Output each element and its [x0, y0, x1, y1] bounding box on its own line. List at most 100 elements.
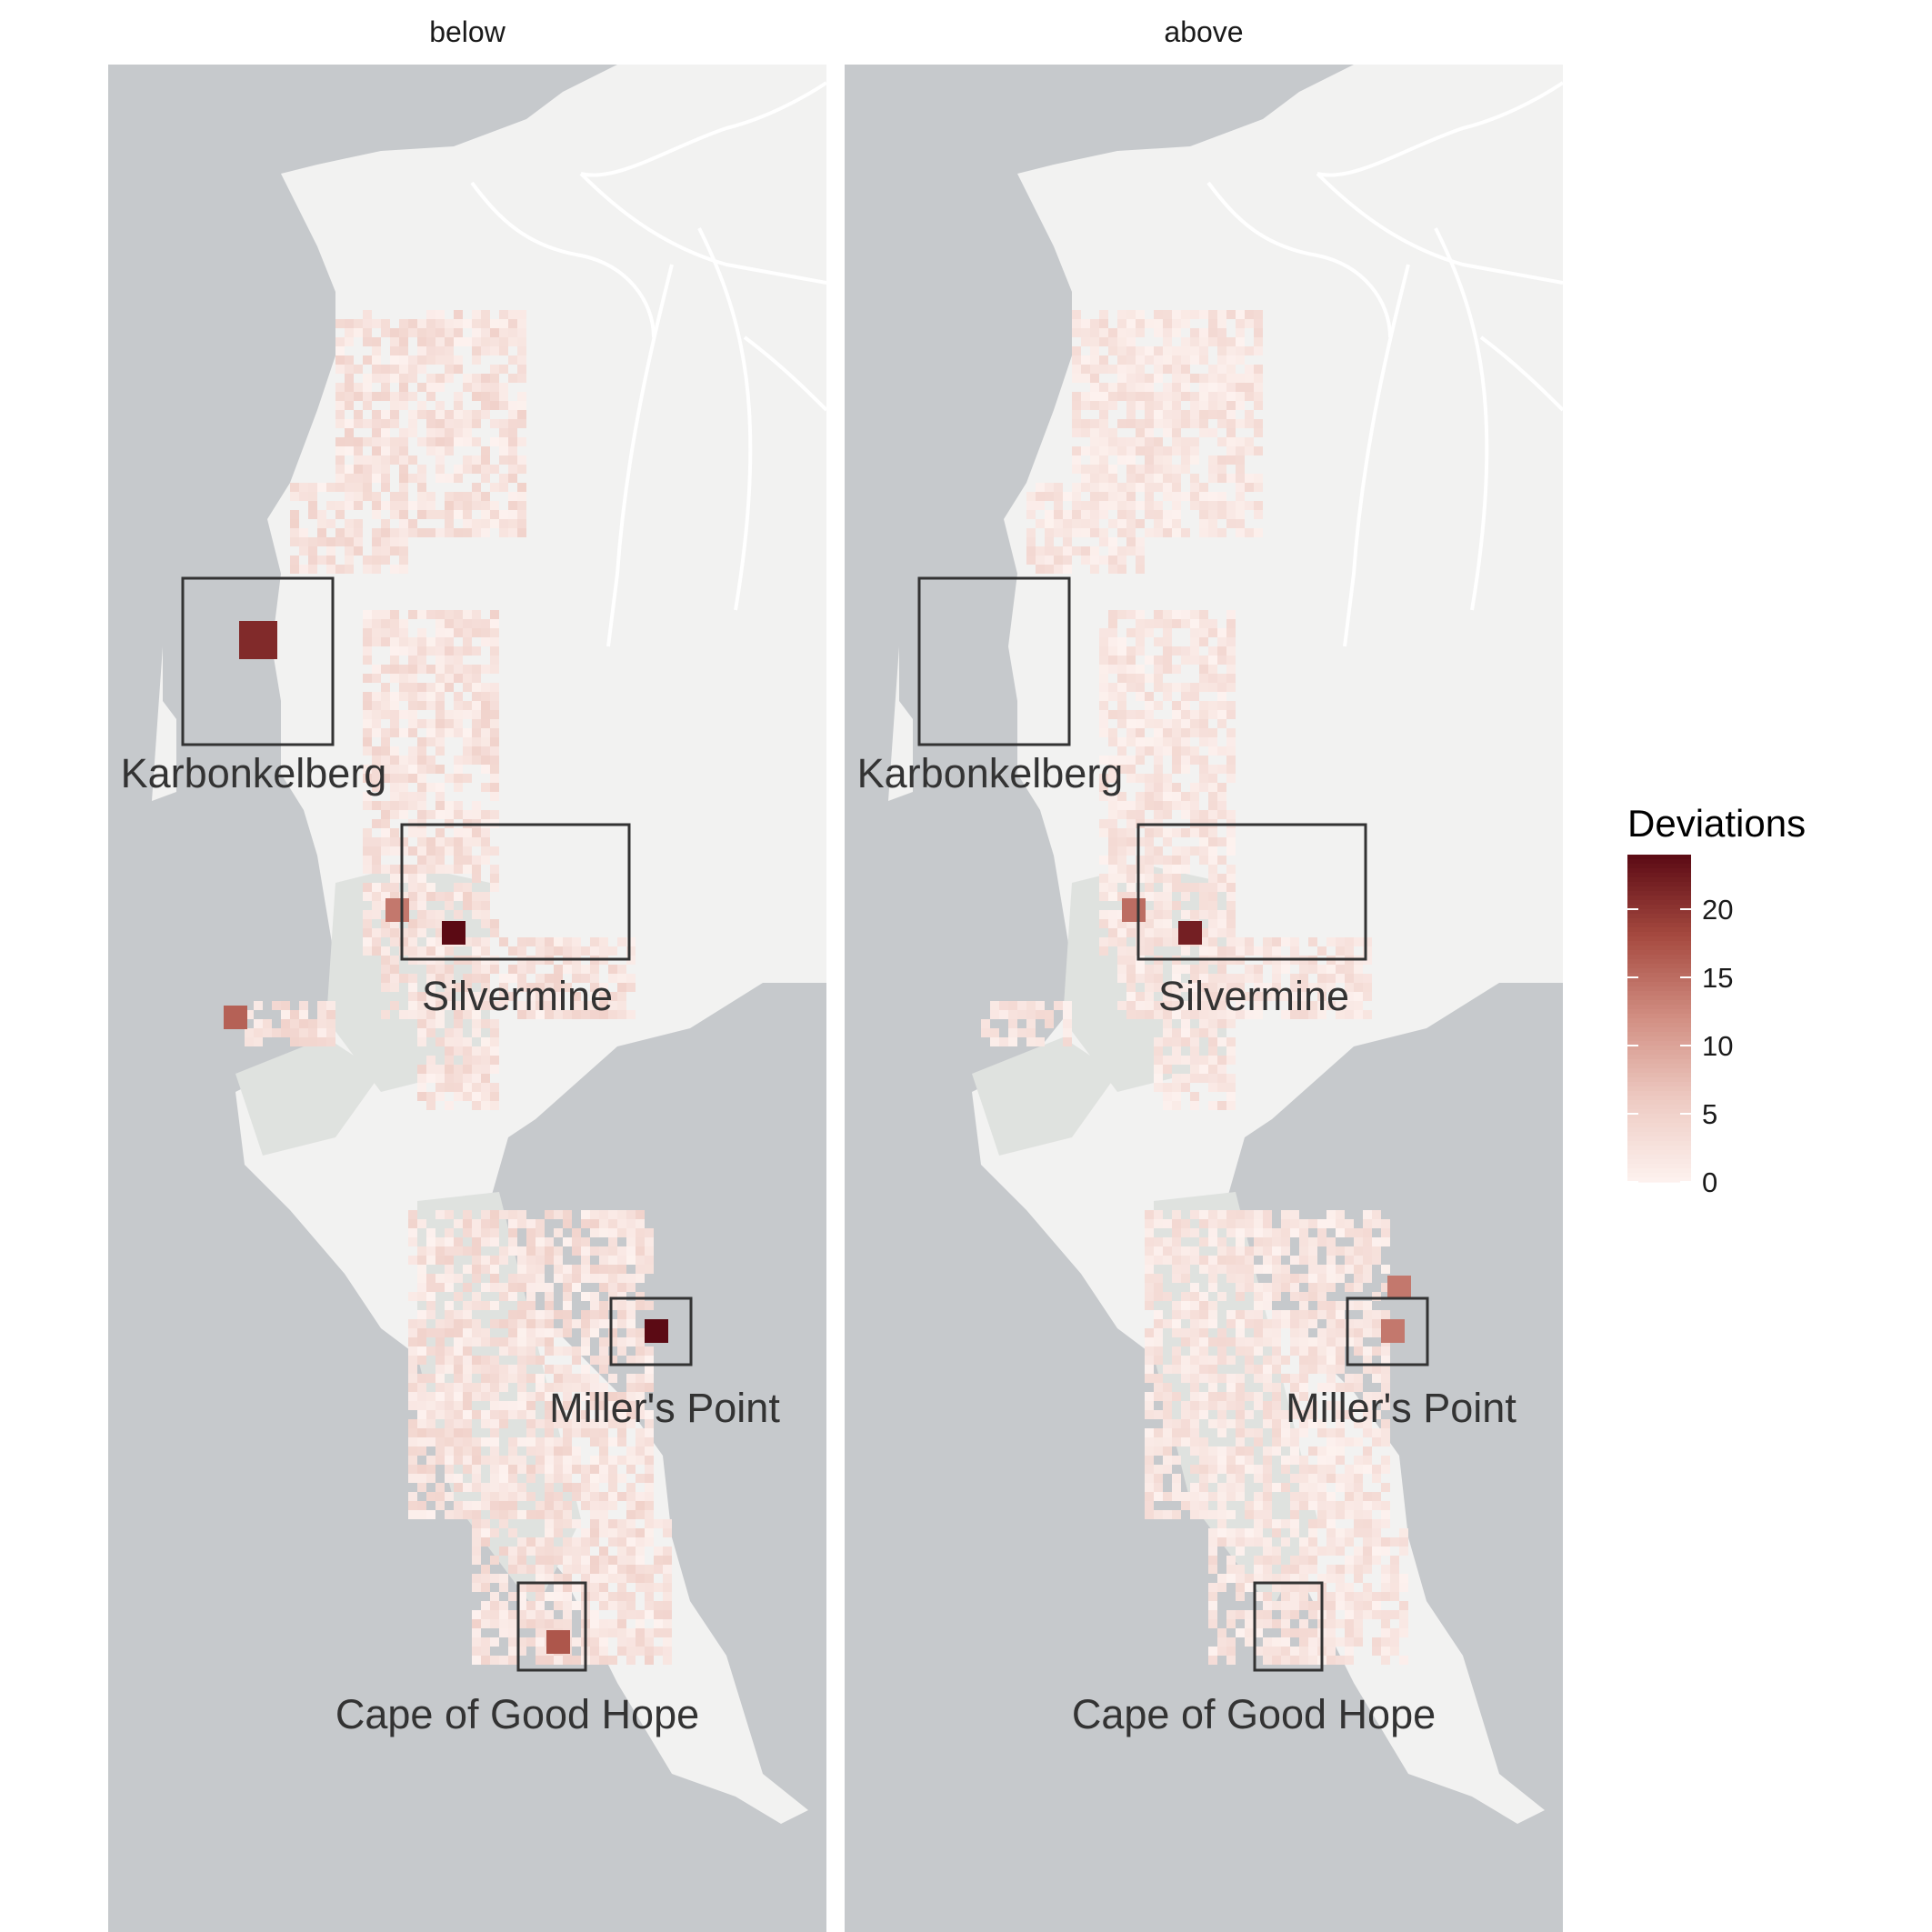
deviation-cell	[563, 1265, 572, 1274]
deviation-cell	[563, 1428, 572, 1437]
deviation-cell	[317, 483, 326, 492]
deviation-cell	[1172, 965, 1181, 974]
deviation-cell	[636, 1574, 645, 1583]
road	[743, 335, 826, 412]
deviation-cell	[1163, 992, 1172, 1001]
deviation-cell	[1099, 383, 1108, 392]
deviation-cell	[399, 483, 408, 492]
deviation-cell	[1336, 1565, 1345, 1574]
deviation-cell	[1308, 1365, 1317, 1374]
deviation-cell	[1208, 1210, 1217, 1219]
deviation-cell	[363, 337, 372, 346]
deviation-cell	[599, 1556, 608, 1565]
deviation-cell	[1145, 1228, 1154, 1237]
deviation-cell	[263, 1019, 272, 1028]
deviation-cell	[1072, 528, 1081, 537]
deviation-cell	[663, 1583, 672, 1592]
deviation-cell	[617, 1565, 626, 1574]
deviation-cell	[554, 1265, 563, 1274]
deviation-cell	[1272, 1401, 1281, 1410]
deviation-cell	[1145, 746, 1154, 756]
deviation-cell	[1145, 674, 1154, 683]
deviation-cell	[1126, 965, 1136, 974]
deviation-cell	[617, 1401, 626, 1410]
deviation-cell	[1326, 1574, 1336, 1583]
deviation-cell	[363, 656, 372, 665]
deviation-cell	[490, 1610, 499, 1619]
deviation-cell	[1136, 683, 1145, 692]
deviation-cell	[1117, 392, 1126, 401]
deviation-cell	[1245, 383, 1254, 392]
deviation-cell	[1099, 946, 1108, 956]
deviation-cell	[1381, 1283, 1390, 1292]
deviation-cell	[590, 1556, 599, 1565]
deviation-cell	[335, 419, 345, 428]
deviation-cell	[1217, 328, 1226, 337]
deviation-cell	[363, 419, 372, 428]
deviation-cell	[1099, 637, 1108, 646]
deviation-cell	[1226, 1046, 1236, 1056]
deviation-cell	[390, 337, 399, 346]
legend-color-step	[1627, 991, 1691, 996]
deviation-cell	[1399, 1656, 1408, 1665]
deviation-cell	[454, 1237, 463, 1246]
deviation-cell	[1372, 1292, 1381, 1301]
deviation-cell	[399, 846, 408, 856]
deviation-cell	[372, 910, 381, 919]
deviation-cell	[408, 937, 417, 946]
deviation-cell	[1363, 983, 1372, 992]
deviation-cell	[554, 1592, 563, 1601]
deviation-cell	[1217, 337, 1226, 346]
deviation-cell	[399, 683, 408, 692]
deviation-cell	[1099, 892, 1108, 901]
deviation-cell	[1045, 492, 1054, 501]
deviation-cell	[572, 1556, 581, 1565]
deviation-cell	[381, 328, 390, 337]
deviation-cell	[490, 1401, 499, 1410]
deviation-cell	[1163, 1419, 1172, 1428]
deviation-cell	[1317, 1365, 1326, 1374]
deviation-cell	[1299, 1565, 1308, 1574]
deviation-cell	[1126, 537, 1136, 546]
deviation-cell	[435, 810, 445, 819]
legend-color-step	[1627, 1109, 1691, 1115]
deviation-cell	[435, 528, 445, 537]
legend-color-step	[1627, 1009, 1691, 1015]
deviation-cell	[1272, 974, 1281, 983]
deviation-cell	[1172, 1083, 1181, 1092]
deviation-cell	[617, 1647, 626, 1656]
deviation-cell	[1072, 519, 1081, 528]
deviation-cell	[308, 483, 317, 492]
deviation-cell	[1363, 1219, 1372, 1228]
deviation-cell	[1181, 1374, 1190, 1383]
deviation-cell	[1136, 756, 1145, 765]
deviation-cell	[417, 1019, 426, 1028]
deviation-cell	[426, 446, 435, 455]
deviation-cell	[1281, 1619, 1290, 1628]
deviation-cell	[1126, 465, 1136, 474]
deviation-cell	[481, 1483, 490, 1492]
deviation-cell	[1226, 974, 1236, 983]
deviation-cell	[381, 474, 390, 483]
deviation-cell	[408, 455, 417, 465]
deviation-cell	[1072, 346, 1081, 355]
deviation-cell	[1208, 1056, 1217, 1065]
deviation-cell	[563, 1474, 572, 1483]
deviation-cell	[417, 1219, 426, 1228]
deviation-cell	[1381, 1465, 1390, 1474]
deviation-cell	[536, 1547, 545, 1556]
deviation-cell	[499, 1401, 508, 1410]
deviation-cell	[1363, 1319, 1372, 1328]
deviation-cell	[1026, 501, 1036, 510]
deviation-cell	[399, 928, 408, 937]
deviation-cell	[445, 355, 454, 365]
deviation-cell	[1208, 883, 1217, 892]
deviation-cell	[372, 537, 381, 546]
deviation-cell	[454, 783, 463, 792]
deviation-cell	[1190, 1010, 1199, 1019]
deviation-cell	[463, 1301, 472, 1310]
deviation-cell	[1036, 1037, 1045, 1046]
deviation-cell	[1254, 1228, 1263, 1237]
deviation-cell	[472, 1056, 481, 1065]
deviation-cell	[617, 1547, 626, 1556]
